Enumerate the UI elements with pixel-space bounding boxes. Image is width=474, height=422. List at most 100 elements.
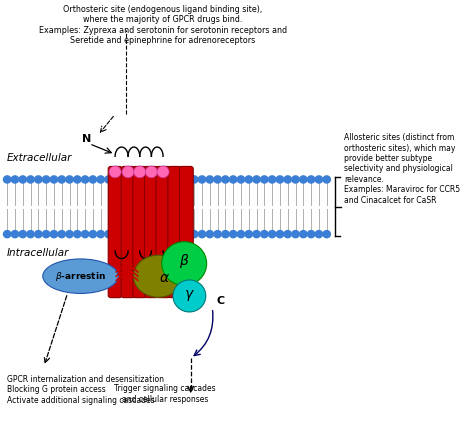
FancyBboxPatch shape xyxy=(145,166,158,298)
Circle shape xyxy=(97,176,104,183)
Text: GPCR internalization and desensitization
Blocking G protein access
Activate addi: GPCR internalization and desensitization… xyxy=(7,375,164,405)
Circle shape xyxy=(50,230,58,238)
Circle shape xyxy=(113,230,120,238)
Circle shape xyxy=(144,176,151,183)
Circle shape xyxy=(73,176,81,183)
Text: Orthosteric site (endogenous ligand binding site),
where the majority of GPCR dr: Orthosteric site (endogenous ligand bind… xyxy=(38,5,287,45)
Circle shape xyxy=(315,230,323,238)
Circle shape xyxy=(66,230,73,238)
Circle shape xyxy=(276,176,283,183)
Circle shape xyxy=(175,176,182,183)
Circle shape xyxy=(214,176,221,183)
FancyBboxPatch shape xyxy=(168,166,182,298)
Circle shape xyxy=(245,230,253,238)
Text: $\beta$: $\beta$ xyxy=(179,252,190,271)
Circle shape xyxy=(157,166,169,178)
Circle shape xyxy=(3,230,11,238)
Circle shape xyxy=(11,230,18,238)
Circle shape xyxy=(58,176,65,183)
Circle shape xyxy=(167,230,174,238)
Circle shape xyxy=(89,176,97,183)
Circle shape xyxy=(159,230,167,238)
FancyBboxPatch shape xyxy=(180,166,193,298)
Circle shape xyxy=(136,176,143,183)
Circle shape xyxy=(159,176,167,183)
Circle shape xyxy=(109,166,121,178)
Circle shape xyxy=(245,176,253,183)
Text: Trigger signaling cascades
and cellular responses: Trigger signaling cascades and cellular … xyxy=(114,384,216,404)
Circle shape xyxy=(167,176,174,183)
Circle shape xyxy=(89,230,97,238)
Circle shape xyxy=(183,230,190,238)
Circle shape xyxy=(323,176,330,183)
Ellipse shape xyxy=(43,259,118,293)
Circle shape xyxy=(58,230,65,238)
Circle shape xyxy=(315,176,323,183)
Circle shape xyxy=(128,176,136,183)
Circle shape xyxy=(198,176,206,183)
FancyBboxPatch shape xyxy=(133,166,146,298)
Circle shape xyxy=(276,230,283,238)
Circle shape xyxy=(105,230,112,238)
Circle shape xyxy=(191,176,198,183)
Circle shape xyxy=(82,176,89,183)
Circle shape xyxy=(134,166,146,178)
Circle shape xyxy=(253,176,260,183)
Circle shape xyxy=(128,230,136,238)
Circle shape xyxy=(120,230,128,238)
Circle shape xyxy=(105,176,112,183)
Circle shape xyxy=(27,230,34,238)
Text: Extracellular: Extracellular xyxy=(7,154,73,163)
Text: Intracellular: Intracellular xyxy=(7,248,70,258)
Circle shape xyxy=(136,230,143,238)
Circle shape xyxy=(152,176,159,183)
Circle shape xyxy=(222,176,229,183)
Text: Allosteric sites (distinct from
orthosteric sites), which may
provide better sub: Allosteric sites (distinct from orthoste… xyxy=(344,133,460,205)
Circle shape xyxy=(19,230,27,238)
Circle shape xyxy=(82,230,89,238)
Circle shape xyxy=(268,176,276,183)
Circle shape xyxy=(175,230,182,238)
Circle shape xyxy=(206,176,213,183)
Text: C: C xyxy=(217,295,225,306)
Circle shape xyxy=(11,176,18,183)
Circle shape xyxy=(284,230,292,238)
Circle shape xyxy=(146,166,157,178)
Circle shape xyxy=(253,230,260,238)
Circle shape xyxy=(237,176,245,183)
Circle shape xyxy=(144,230,151,238)
Circle shape xyxy=(214,230,221,238)
Circle shape xyxy=(229,176,237,183)
Circle shape xyxy=(308,230,315,238)
Circle shape xyxy=(308,176,315,183)
FancyBboxPatch shape xyxy=(156,166,170,298)
Circle shape xyxy=(229,230,237,238)
Circle shape xyxy=(300,176,307,183)
FancyBboxPatch shape xyxy=(121,166,135,298)
Circle shape xyxy=(206,230,213,238)
Circle shape xyxy=(284,176,292,183)
Circle shape xyxy=(27,176,34,183)
Circle shape xyxy=(300,230,307,238)
Text: $\alpha$: $\alpha$ xyxy=(159,271,170,285)
Circle shape xyxy=(35,176,42,183)
Circle shape xyxy=(43,230,50,238)
Circle shape xyxy=(97,230,104,238)
Circle shape xyxy=(35,230,42,238)
Circle shape xyxy=(191,230,198,238)
Circle shape xyxy=(292,230,299,238)
Circle shape xyxy=(122,166,134,178)
Circle shape xyxy=(152,230,159,238)
Circle shape xyxy=(222,230,229,238)
Ellipse shape xyxy=(134,255,183,297)
Circle shape xyxy=(292,176,299,183)
Circle shape xyxy=(73,230,81,238)
Circle shape xyxy=(19,176,27,183)
Circle shape xyxy=(113,176,120,183)
Circle shape xyxy=(162,242,207,285)
Circle shape xyxy=(261,230,268,238)
FancyBboxPatch shape xyxy=(108,166,122,298)
Circle shape xyxy=(268,230,276,238)
Circle shape xyxy=(198,230,206,238)
Circle shape xyxy=(120,176,128,183)
